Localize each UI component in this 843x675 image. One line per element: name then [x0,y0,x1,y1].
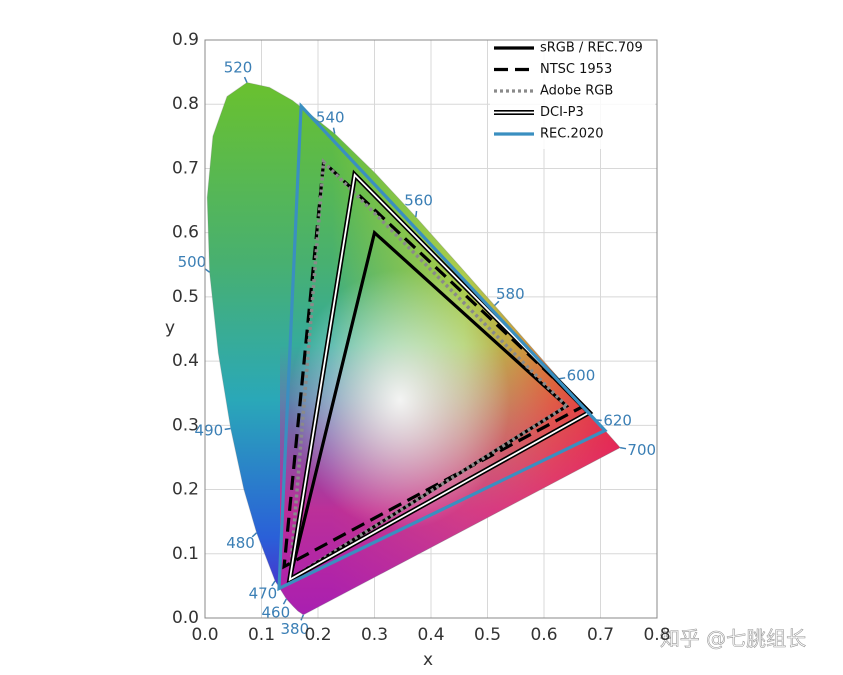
y-tick-label: 0.4 [172,351,199,371]
y-tick-label: 0.1 [172,544,199,564]
wavelength-label: 600 [567,367,596,385]
watermark: 知乎 @七朓组长 [660,627,806,651]
x-tick-label: 0.7 [587,625,614,645]
legend-label: NTSC 1953 [540,62,612,77]
y-axis-label: y [165,318,175,338]
y-tick-label: 0.9 [172,30,199,50]
x-tick-label: 0.4 [417,625,444,645]
locus-fill [207,82,621,615]
wavelength-label: 380 [280,620,309,638]
legend-label: REC.2020 [540,127,604,142]
x-tick-label: 0.0 [191,625,218,645]
legend-label: sRGB / REC.709 [540,41,643,56]
y-tick-label: 0.5 [172,287,199,307]
wavelength-tick [332,127,336,134]
gamut-triangle [287,158,570,583]
plot-frame [204,39,658,619]
wavelength-label: 620 [603,412,632,430]
legend-label: DCI-P3 [540,105,584,120]
y-tick-label: 0.3 [172,415,199,435]
wavelength-tick [559,377,566,380]
wavelength-label: 700 [627,441,656,459]
wavelength-tick [251,532,258,538]
wavelength-tick [224,427,231,431]
x-tick-label: 0.5 [474,625,501,645]
x-tick-label: 0.6 [530,625,557,645]
legend-box [490,41,655,149]
wavelength-tick [243,76,248,83]
gamut-triangle [282,158,587,570]
wavelength-label: 470 [249,585,278,603]
y-tick-label: 0.2 [172,480,199,500]
x-tick-label: 0.3 [361,625,388,645]
wavelength-label: 480 [226,534,255,552]
wavelength-label: 560 [404,192,433,210]
wavelength-tick [619,446,627,450]
wavelength-label: 460 [262,603,291,621]
x-tick-label: 0.2 [304,625,331,645]
wavelength-label: 500 [178,253,207,271]
wavelength-label: 490 [195,421,224,439]
wavelength-tick [415,210,418,218]
legend-label: Adobe RGB [540,84,613,99]
wavelength-label: 580 [496,285,525,303]
y-tick-label: 0.8 [172,94,199,114]
spectral-locus [206,81,621,616]
y-tick-label: 0.7 [172,158,199,178]
wavelength-tick [271,580,276,587]
wavelength-label: 520 [224,58,253,76]
wavelength-label: 540 [316,108,345,126]
wavelength-tick [282,598,288,605]
wavelength-tick [204,268,211,273]
x-tick-label: 0.1 [248,625,275,645]
gamut-triangle [277,102,608,592]
x-tick-label: 0.8 [643,625,670,645]
y-tick-label: 0.0 [172,608,199,628]
wavelength-tick [494,300,500,307]
x-axis-label: x [423,650,433,670]
y-tick-label: 0.6 [172,223,199,243]
gamut-triangle-inner [288,173,591,582]
